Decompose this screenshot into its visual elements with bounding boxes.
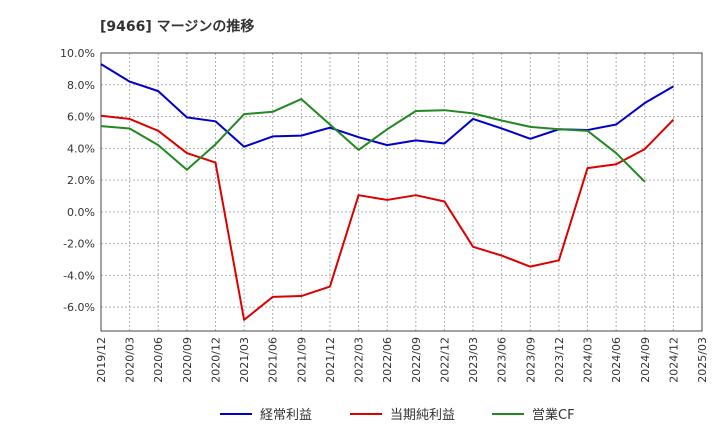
x-tick-label: 2024/06 [610, 337, 623, 383]
x-tick-label: 2024/12 [667, 337, 680, 383]
x-tick-label: 2022/06 [381, 337, 394, 383]
x-tick-label: 2023/12 [553, 337, 566, 383]
chart-title: [9466] マージンの推移 [100, 18, 254, 35]
series-lines [100, 63, 675, 321]
x-tick-label: 2024/09 [639, 337, 652, 383]
x-tick-label: 2021/09 [295, 337, 308, 383]
x-tick-label: 2020/03 [124, 337, 137, 383]
legend: 経常利益 当期純利益 営業CF [220, 407, 575, 423]
y-tick-label: -2.0% [63, 238, 95, 251]
x-tick-label: 2021/06 [267, 337, 280, 383]
legend-label: 営業CF [532, 407, 575, 423]
plot-frame [100, 52, 703, 332]
y-tick-label: 6.0% [67, 111, 95, 124]
x-tick-label: 2020/06 [152, 337, 165, 383]
y-tick-label: -6.0% [63, 301, 95, 314]
x-tick-label: 2023/03 [467, 337, 480, 383]
x-tick-label: 2019/12 [95, 337, 108, 383]
legend-label: 経常利益 [260, 408, 312, 423]
x-tick-label: 2025/03 [696, 337, 709, 383]
x-tick-label: 2021/03 [238, 337, 251, 383]
x-tick-label: 2024/03 [582, 337, 595, 383]
x-tick-label: 2020/09 [181, 337, 194, 383]
series-line [100, 98, 646, 183]
x-axis-ticks: 2019/12 2020/03 2020/06 2020/09 2020/12 2021/… [95, 337, 709, 383]
x-tick-label: 2022/03 [353, 337, 366, 383]
y-tick-label: 0.0% [67, 206, 95, 219]
y-tick-label: 2.0% [67, 174, 95, 187]
x-tick-label: 2021/12 [324, 337, 337, 383]
legend-label: 当期純利益 [390, 408, 455, 423]
y-tick-label: 8.0% [67, 79, 95, 92]
x-tick-label: 2022/09 [410, 337, 423, 383]
y-tick-label: -4.0% [63, 269, 95, 282]
grid-lines [100, 52, 703, 331]
x-tick-label: 2023/06 [496, 337, 509, 383]
y-tick-label: 4.0% [67, 142, 95, 155]
x-tick-label: 2022/12 [438, 337, 451, 383]
series-line [100, 114, 675, 321]
y-axis-ticks: 10.0% 8.0% 6.0% 4.0% 2.0% 0.0% -2.0% -4.0% -6.0% [60, 47, 95, 314]
y-tick-label: 10.0% [60, 47, 95, 60]
x-tick-label: 2020/12 [209, 337, 222, 383]
x-tick-label: 2023/09 [524, 337, 537, 383]
